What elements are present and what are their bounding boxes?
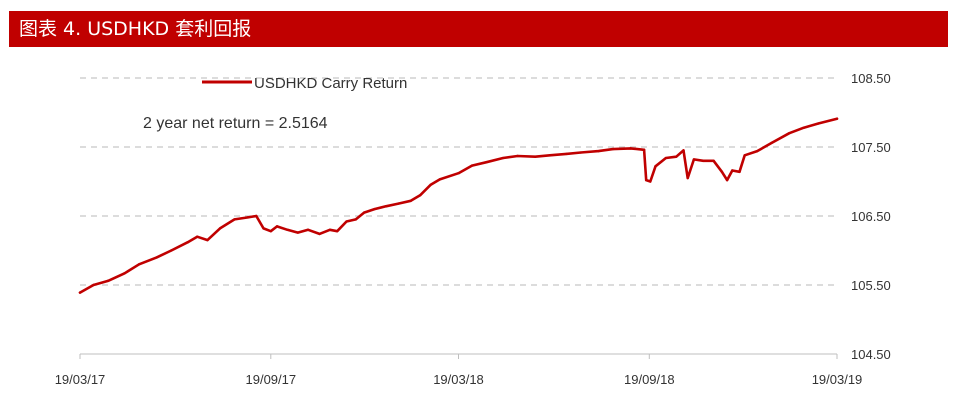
x-tick-label: 19/09/17 [246,372,297,387]
data-point [345,220,348,223]
data-point [409,199,412,203]
y-tick-labels: 108.50 107.50 106.50 105.50 104.50 [851,71,891,362]
data-point [335,229,339,233]
y-tick-label: 108.50 [851,71,891,86]
data-point [206,238,209,242]
data-point [186,241,190,244]
legend: USDHKD Carry Return [202,75,407,92]
data-point [642,148,646,151]
data-point [246,216,250,219]
data-point [306,228,310,231]
data-point [78,291,82,294]
y-tick-label: 107.50 [851,140,891,155]
data-point [470,164,474,167]
data-point [731,169,734,172]
chart-title: 图表 4. USDHKD 套利回报 [19,18,252,40]
data-point [686,176,689,180]
x-tick-label: 19/09/18 [624,372,675,387]
data-point [501,156,505,160]
data-point [788,132,791,135]
data-point [328,228,332,231]
grid-lines [80,77,837,286]
data-point [712,159,715,162]
x-tick-label: 19/03/17 [55,372,106,387]
data-point [429,183,432,187]
y-tick-label: 106.50 [851,209,891,224]
data-point [373,207,376,211]
data-point [565,152,568,156]
data-point [170,249,173,252]
chart-title-bar: 图表 4. USDHKD 套利回报 [9,11,948,47]
data-point [534,155,537,158]
data-point [548,154,551,157]
data-point [269,229,273,233]
data-point [296,231,299,234]
data-point [644,178,648,182]
data-point [106,279,110,283]
data-point [720,170,724,174]
data-point [835,117,839,120]
data-point [262,227,265,230]
data-point [418,194,422,197]
data-point [516,154,519,158]
data-point [275,225,279,228]
data-point [155,256,158,259]
x-axis [79,353,838,359]
series-line [78,117,839,294]
data-point [218,227,222,230]
x-tick-labels: 19/03/17 19/09/17 19/03/18 19/09/18 19/03/19 [55,372,863,387]
data-point [692,158,696,161]
data-point [195,235,199,238]
y-tick-label: 105.50 [851,278,891,293]
data-point [384,205,388,208]
data-point [233,218,236,221]
data-point [802,126,806,129]
data-point [702,159,705,162]
y-tick-label: 104.50 [851,347,891,362]
series-group [78,117,839,294]
annotation-net-return: 2 year net return = 2.5164 [143,115,328,132]
data-point [457,172,460,175]
data-point [675,155,678,158]
x-tick-label: 19/03/18 [433,372,484,387]
data-point [649,180,652,183]
data-point [123,272,126,275]
data-point [485,160,488,164]
data-point [682,149,685,152]
data-point [286,228,289,231]
data-point [611,147,615,151]
data-point [664,156,668,160]
data-point [397,202,400,205]
data-point [362,211,366,214]
data-point [817,122,820,125]
data-point [438,178,442,181]
data-point [579,151,583,154]
data-point [743,154,746,157]
data-point [755,149,759,153]
data-point [597,149,600,153]
data-point [770,141,773,145]
data-point [255,214,258,218]
data-point [318,232,321,236]
legend-label: USDHKD Carry Return [254,75,407,92]
data-point [738,170,741,174]
data-point [92,283,95,287]
data-point [654,165,657,168]
x-tick-label: 19/03/19 [812,372,863,387]
data-point [137,263,141,266]
data-point [629,147,632,150]
data-point [354,218,358,221]
data-point [725,178,729,182]
